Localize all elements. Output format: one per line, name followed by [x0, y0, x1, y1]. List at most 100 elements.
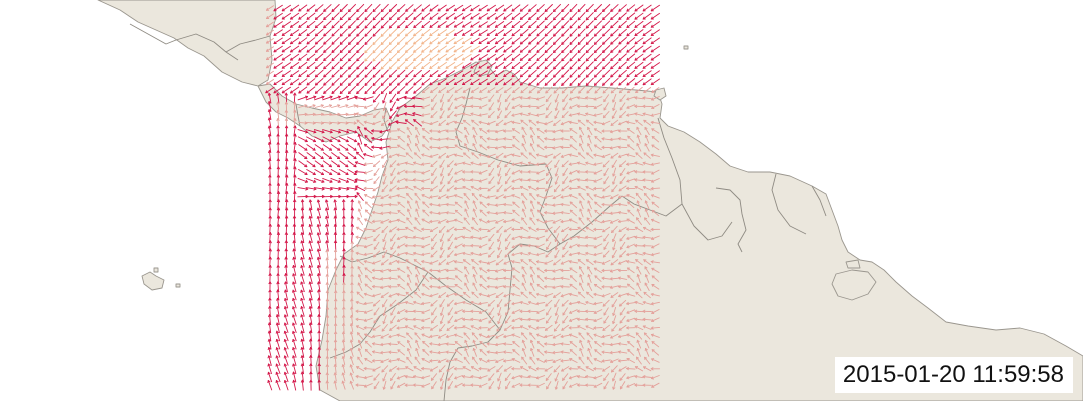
wind-arrow: [306, 12, 316, 20]
wind-arrow: [298, 112, 308, 116]
wind-vector-layer: [265, 3, 661, 391]
wind-arrow: [619, 315, 626, 324]
wind-arrow: [511, 194, 521, 199]
wind-arrow: [528, 226, 537, 232]
wind-arrow: [529, 192, 536, 201]
wind-arrow: [429, 45, 439, 53]
wind-arrow: [437, 29, 447, 37]
wind-arrow: [536, 382, 545, 388]
wind-arrow: [528, 259, 537, 266]
wind-arrow: [413, 69, 422, 78]
wind-arrow: [626, 333, 636, 339]
wind-arrow: [626, 235, 636, 240]
wind-arrow: [585, 170, 595, 174]
wind-arrow: [414, 356, 421, 365]
wind-arrow: [453, 78, 464, 85]
wind-arrow: [519, 300, 529, 305]
wind-arrow: [464, 134, 469, 144]
wind-arrow: [431, 381, 437, 390]
wind-arrow: [470, 235, 480, 239]
wind-arrow: [487, 120, 496, 126]
wind-arrow: [546, 241, 552, 250]
wind-arrow: [306, 37, 316, 45]
wind-arrow: [593, 128, 603, 134]
wind-arrow: [536, 69, 545, 78]
wind-arrow: [306, 104, 316, 108]
wind-arrow: [601, 259, 611, 265]
wind-arrow: [610, 53, 619, 62]
wind-arrow: [325, 339, 330, 349]
wind-arrow: [453, 4, 464, 12]
wind-arrow: [478, 367, 488, 371]
wind-arrow: [373, 315, 380, 324]
wind-arrow: [447, 176, 454, 185]
wind-arrow: [527, 178, 538, 182]
wind-arrow: [412, 112, 423, 117]
wind-arrow: [488, 168, 495, 176]
wind-arrow: [314, 169, 324, 176]
wind-arrow: [396, 178, 406, 183]
wind-arrow: [389, 299, 397, 307]
wind-arrow: [415, 208, 420, 218]
wind-arrow: [650, 29, 660, 36]
wind-arrow: [594, 61, 602, 70]
wind-arrow: [503, 53, 513, 61]
wind-arrow: [454, 243, 463, 249]
wind-arrow: [397, 309, 406, 314]
wind-arrow: [330, 112, 341, 116]
wind-arrow: [617, 342, 628, 346]
wind-arrow: [529, 339, 535, 349]
wind-arrow: [347, 144, 357, 151]
wind-arrow: [642, 12, 652, 20]
wind-arrow: [610, 77, 619, 86]
wind-arrow: [388, 137, 398, 141]
wind-arrow: [486, 285, 497, 289]
wind-arrow: [529, 332, 536, 340]
wind-arrow: [390, 241, 396, 250]
wind-arrow: [488, 233, 495, 242]
wind-arrow: [545, 160, 553, 168]
wind-arrow: [421, 28, 431, 37]
wind-arrow: [364, 333, 373, 339]
wind-arrow: [350, 314, 354, 325]
wind-arrow: [554, 372, 560, 382]
wind-arrow: [579, 348, 584, 357]
wind-arrow: [587, 274, 592, 283]
wind-arrow: [464, 266, 470, 275]
wind-arrow: [486, 78, 496, 86]
wind-arrow: [634, 366, 644, 372]
wind-arrow: [479, 340, 487, 348]
wind-arrow: [593, 333, 603, 338]
wind-arrow: [626, 309, 636, 314]
wind-arrow: [363, 317, 373, 322]
wind-arrow: [601, 334, 611, 339]
wind-arrow: [331, 69, 340, 78]
wind-arrow: [536, 260, 546, 264]
wind-arrow: [379, 129, 391, 134]
wind-arrow: [544, 219, 554, 224]
wind-arrow: [544, 334, 554, 339]
wind-arrow: [273, 29, 283, 36]
wind-arrow: [381, 324, 388, 332]
wind-arrow: [528, 152, 537, 159]
wind-arrow: [594, 86, 602, 94]
wind-arrow: [593, 104, 603, 109]
wind-arrow: [603, 233, 610, 242]
wind-arrow: [612, 315, 617, 325]
wind-arrow: [568, 235, 578, 240]
wind-arrow: [348, 69, 356, 78]
wind-arrow: [338, 177, 349, 183]
wind-arrow: [298, 61, 308, 69]
wind-arrow: [283, 339, 289, 350]
wind-arrow: [642, 21, 652, 28]
wind-arrow: [373, 111, 381, 118]
wind-arrow: [479, 283, 488, 290]
wind-arrow: [317, 281, 321, 293]
wind-arrow: [349, 339, 354, 349]
wind-arrow: [314, 78, 324, 86]
wind-arrow: [495, 292, 504, 298]
wind-arrow: [602, 160, 610, 168]
wind-arrow: [292, 273, 297, 284]
